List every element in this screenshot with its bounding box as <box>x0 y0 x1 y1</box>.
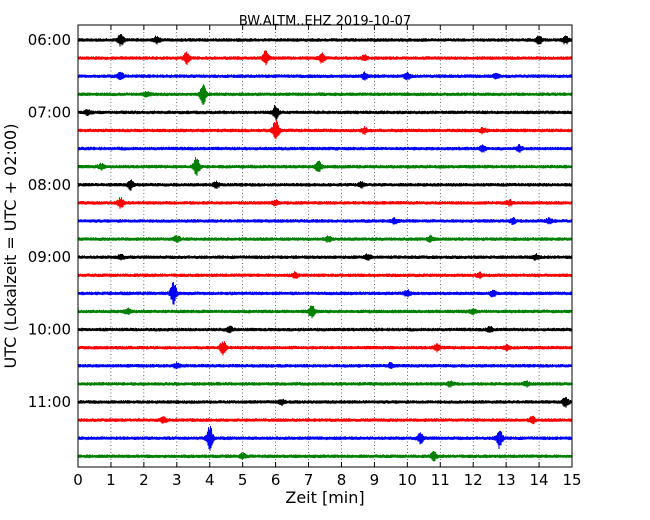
trace-0800 <box>77 179 573 191</box>
vertical-gridlines <box>110 25 540 467</box>
x-tick-label: 3 <box>172 471 182 489</box>
trace-0745 <box>77 157 573 177</box>
x-tick-label: 14 <box>530 471 549 489</box>
trace-0930 <box>77 282 573 305</box>
trace-1000 <box>77 325 573 334</box>
trace-1030 <box>77 362 573 370</box>
y-axis-label: UTC (Lokalzeit = UTC + 02:00) <box>1 124 20 369</box>
trace-0845 <box>77 235 573 243</box>
x-tick-label: 6 <box>271 471 281 489</box>
trace-0645 <box>77 84 573 106</box>
trace-0600 <box>77 34 573 47</box>
trace-0815 <box>77 197 573 209</box>
trace-0915 <box>77 271 573 280</box>
y-tick-label: 06:00 <box>28 31 71 49</box>
trace-0615 <box>77 50 573 66</box>
x-tick-label: 8 <box>337 471 347 489</box>
trace-1145 <box>77 450 573 462</box>
y-tick-label: 07:00 <box>28 103 71 121</box>
x-tick-label: 13 <box>497 471 516 489</box>
trace-0730 <box>77 144 573 153</box>
trace-1100 <box>77 397 573 408</box>
x-tick-label: 12 <box>464 471 483 489</box>
trace-1015 <box>77 341 573 356</box>
seismic-traces <box>77 34 573 462</box>
x-tick-label: 4 <box>205 471 215 489</box>
trace-0630 <box>77 71 573 81</box>
x-tick-label: 10 <box>398 471 417 489</box>
x-tick-label: 0 <box>73 471 83 489</box>
x-tick-label: 15 <box>562 471 581 489</box>
y-tick-label: 10:00 <box>28 321 71 339</box>
x-tick-label: 1 <box>106 471 116 489</box>
x-tick-label: 11 <box>431 471 450 489</box>
trace-0945 <box>77 305 573 319</box>
x-axis-ticks: 0 1 2 3 4 5 6 7 8 9 10 11 12 13 14 15 <box>73 25 582 489</box>
trace-0900 <box>77 253 573 262</box>
y-tick-label: 09:00 <box>28 248 71 266</box>
x-tick-label: 2 <box>139 471 149 489</box>
trace-1045 <box>77 380 573 388</box>
plot-frame <box>77 24 573 468</box>
trace-0715 <box>77 119 573 140</box>
y-tick-label: 08:00 <box>28 176 71 194</box>
trace-1115 <box>77 415 573 425</box>
x-axis-label: Zeit [min] <box>285 488 364 507</box>
y-axis-ticks: 06:00 07:00 08:00 09:00 10:00 11:00 <box>28 31 572 411</box>
x-tick-label: 7 <box>304 471 314 489</box>
x-tick-label: 9 <box>370 471 380 489</box>
chart-title: BW.ALTM..EHZ 2019-10-07 <box>239 14 411 29</box>
x-tick-label: 5 <box>238 471 248 489</box>
trace-0830 <box>77 216 573 226</box>
y-tick-label: 11:00 <box>28 393 71 411</box>
trace-0700 <box>77 105 573 121</box>
trace-1130 <box>77 425 573 451</box>
